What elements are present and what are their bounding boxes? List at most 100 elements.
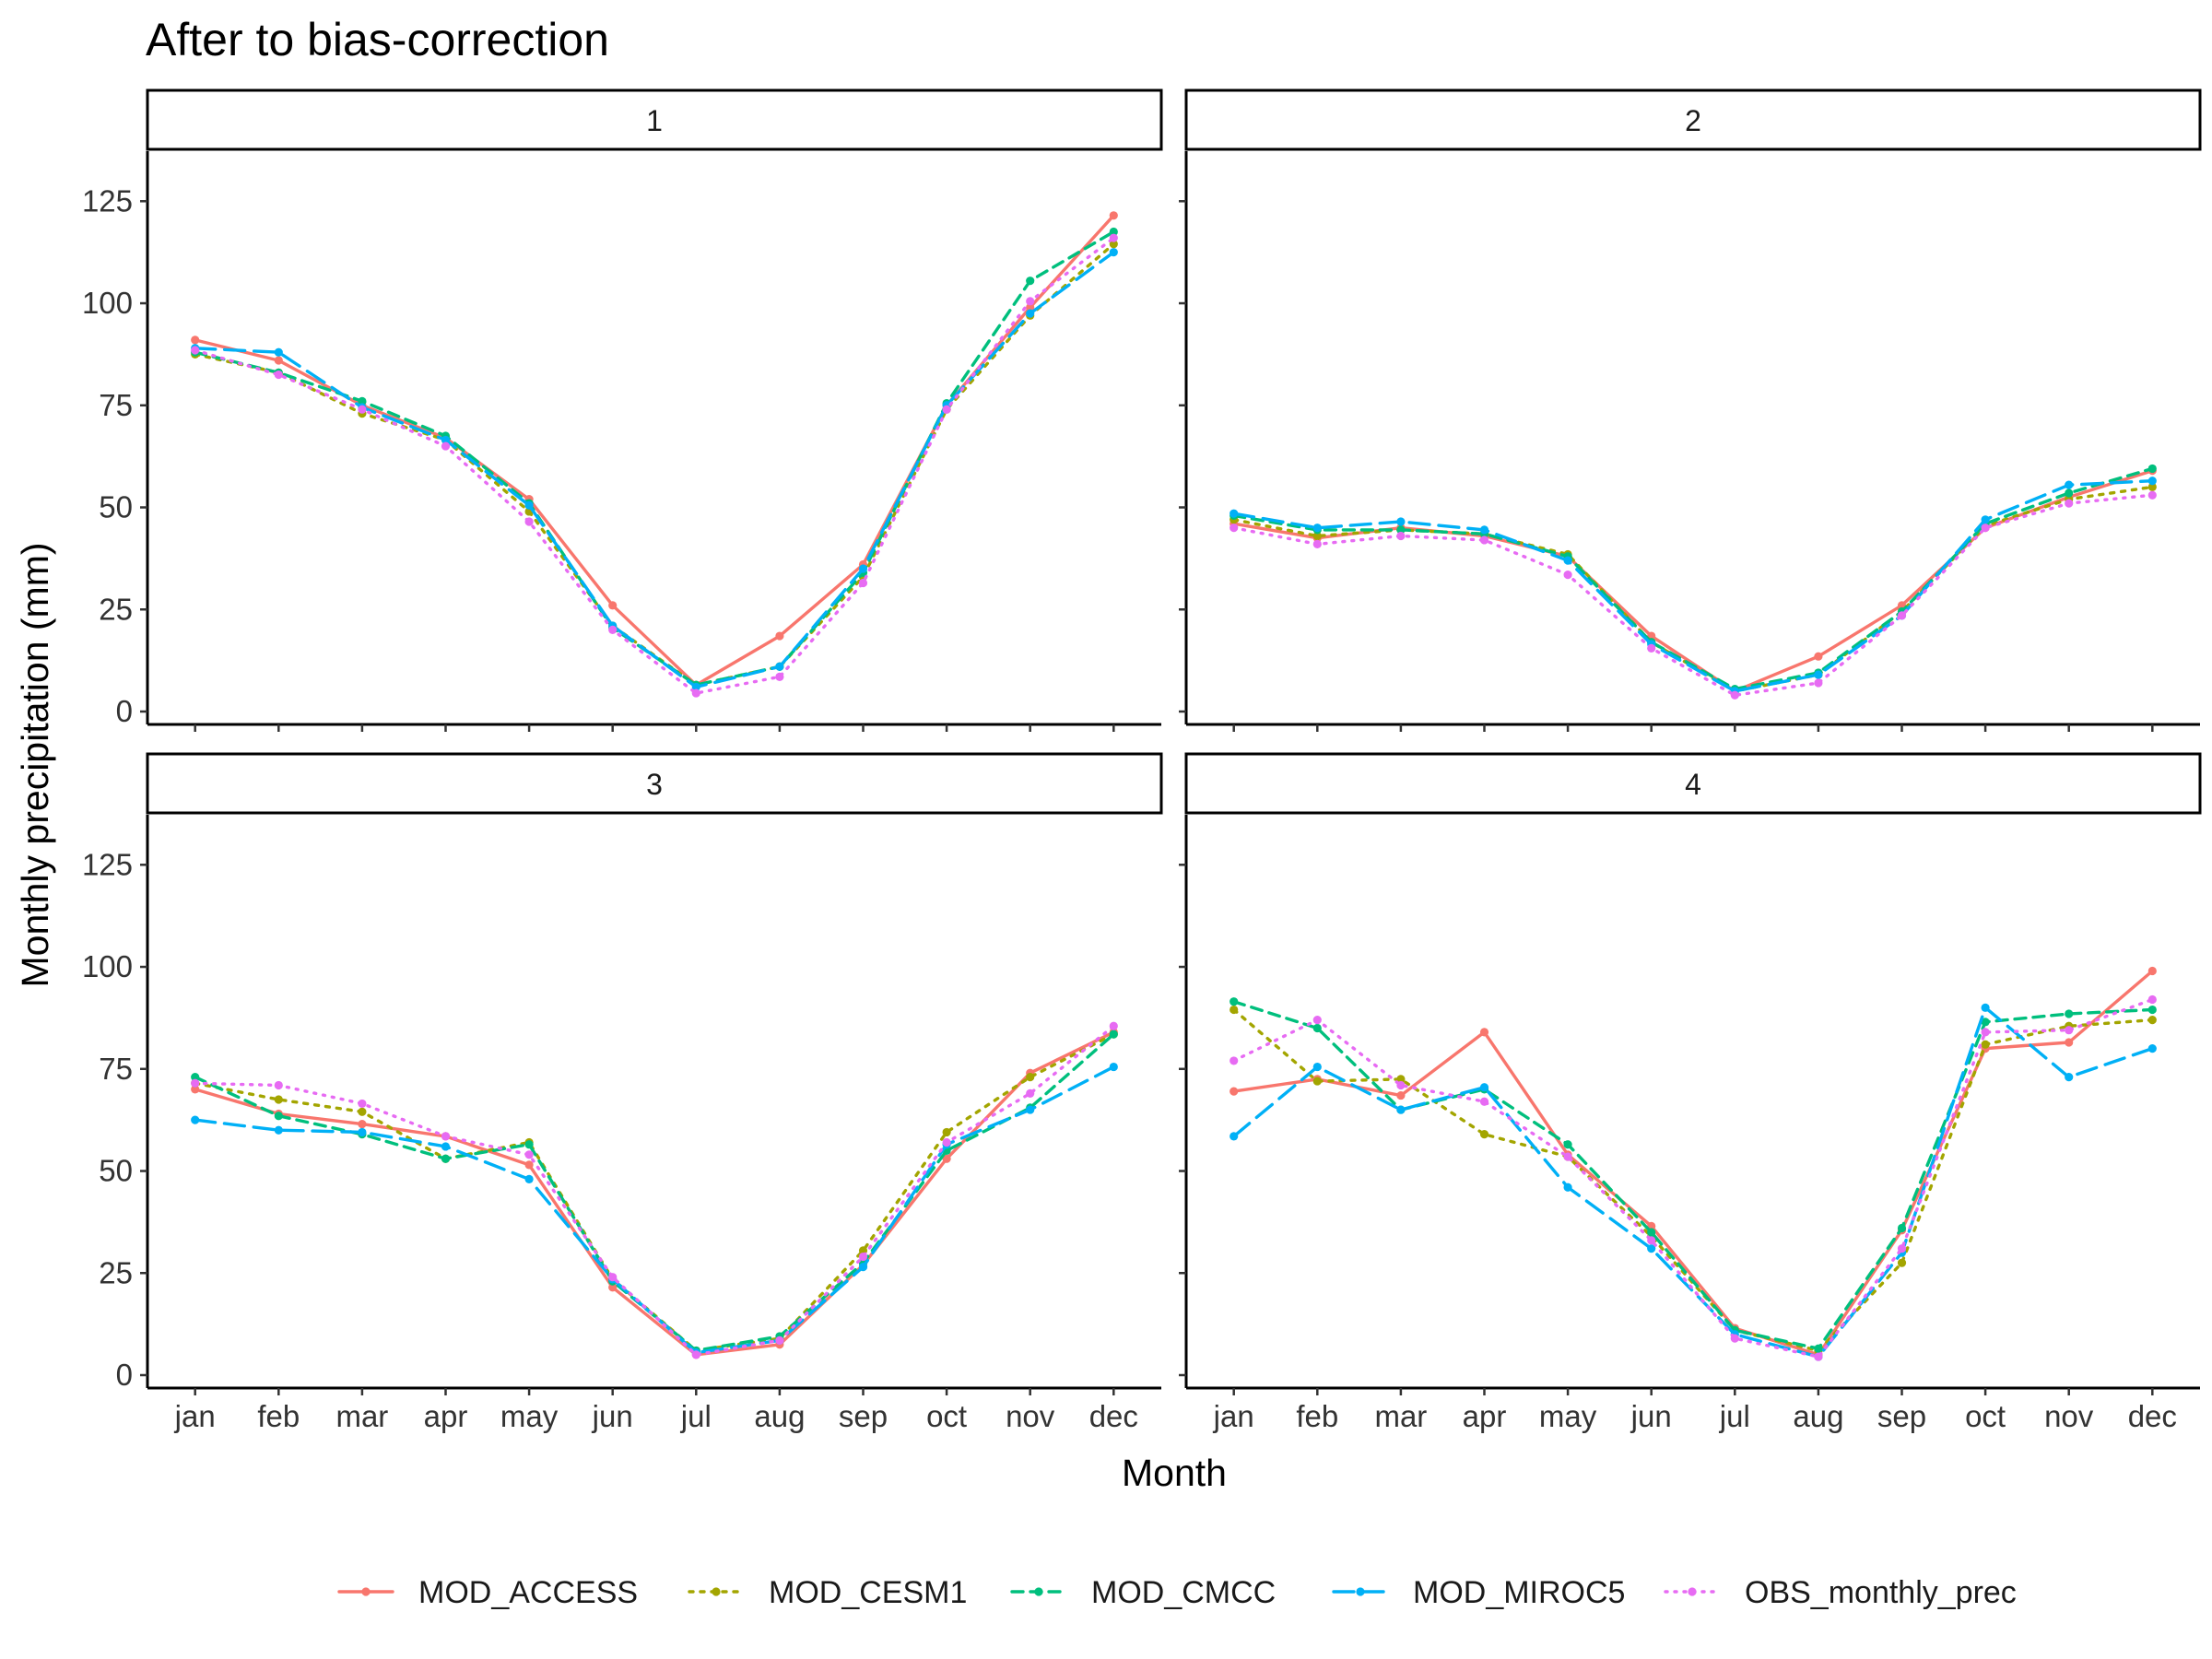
data-point-MOD_ACCESS [191, 335, 200, 345]
data-point-MOD_ACCESS [358, 1119, 367, 1129]
y-tick-label: 25 [99, 1255, 133, 1289]
data-point-MOD_CESM1 [1312, 531, 1322, 541]
data-point-OBS_monthly_prec [608, 1273, 618, 1282]
x-tick-label: mar [335, 1399, 388, 1433]
data-point-MOD_CESM1 [1230, 1005, 1239, 1015]
data-point-OBS_monthly_prec [1396, 1080, 1406, 1090]
data-point-MOD_MIROC5 [524, 500, 534, 510]
series-line-MOD_ACCESS [193, 214, 1116, 687]
data-point-OBS_monthly_prec [1479, 535, 1489, 545]
legend-entry-MOD_ACCESS: MOD_ACCESS [337, 1575, 638, 1610]
legend-label: MOD_ACCESS [418, 1575, 638, 1610]
legend-key-point [1688, 1587, 1697, 1596]
series-line-MOD_MIROC5 [193, 1065, 1116, 1355]
data-point-OBS_monthly_prec [858, 1252, 868, 1262]
legend-label: OBS_monthly_prec [1745, 1575, 2017, 1610]
data-point-MOD_MIROC5 [858, 564, 868, 573]
data-point-MOD_ACCESS [1396, 1090, 1406, 1100]
data-point-MOD_MIROC5 [1814, 670, 1823, 679]
data-point-MOD_MIROC5 [274, 347, 283, 357]
data-point-MOD_MIROC5 [1396, 1105, 1406, 1114]
data-point-MOD_CMCC [441, 1154, 451, 1163]
data-point-MOD_CMCC [1109, 1030, 1118, 1039]
x-tick-label: aug [754, 1399, 805, 1433]
data-point-MOD_ACCESS [1109, 211, 1118, 220]
series-line-MOD_CMCC [1231, 466, 2155, 691]
data-point-MOD_CESM1 [1897, 1258, 1907, 1267]
data-point-OBS_monthly_prec [1563, 571, 1572, 580]
y-tick-label: 0 [116, 694, 133, 728]
data-point-MOD_CMCC [1897, 1223, 1907, 1233]
data-point-MOD_MIROC5 [1396, 517, 1406, 526]
facet-strip [1184, 752, 2202, 815]
data-point-OBS_monthly_prec [1730, 690, 1739, 700]
data-point-OBS_monthly_prec [1981, 1028, 1990, 1037]
series-line-MOD_CMCC [193, 229, 1116, 687]
series-line-MOD_MIROC5 [1231, 1006, 2155, 1359]
data-point-OBS_monthly_prec [441, 441, 451, 451]
series-line-OBS_monthly_prec [193, 1024, 1116, 1357]
data-point-MOD_CESM1 [2147, 1016, 2157, 1025]
data-point-OBS_monthly_prec [358, 405, 367, 414]
series-line-MOD_CESM1 [1231, 1007, 2155, 1353]
data-point-MOD_MIROC5 [1312, 524, 1322, 533]
series-line-OBS_monthly_prec [1231, 493, 2155, 697]
data-point-MOD_MIROC5 [1230, 509, 1239, 518]
x-tick-label: feb [257, 1399, 300, 1433]
data-point-MOD_MIROC5 [441, 435, 451, 445]
data-point-MOD_ACCESS [191, 1085, 200, 1094]
data-point-OBS_monthly_prec [274, 1080, 283, 1090]
data-point-MOD_CMCC [274, 1112, 283, 1121]
data-point-MOD_MIROC5 [1563, 556, 1572, 565]
series-line-MOD_ACCESS [1231, 969, 2155, 1357]
y-tick-label: 75 [99, 388, 133, 422]
x-tick-label: oct [926, 1399, 967, 1433]
data-point-OBS_monthly_prec [191, 346, 200, 355]
data-point-MOD_CESM1 [1981, 1040, 1990, 1049]
y-tick-label: 100 [82, 286, 133, 320]
data-point-MOD_ACCESS [608, 601, 618, 610]
data-point-MOD_ACCESS [2065, 1038, 2074, 1047]
x-tick-label: oct [1965, 1399, 2006, 1433]
data-point-MOD_CMCC [1563, 1140, 1572, 1149]
x-tick-label: dec [2128, 1399, 2177, 1433]
data-point-MOD_CESM1 [1479, 1130, 1489, 1139]
data-point-MOD_MIROC5 [191, 1115, 200, 1124]
x-tick-label: jan [1213, 1399, 1254, 1433]
y-tick-label: 125 [82, 847, 133, 881]
data-point-MOD_MIROC5 [1312, 1062, 1322, 1072]
data-point-MOD_CMCC [524, 1140, 534, 1149]
series-line-MOD_CMCC [1231, 999, 2155, 1350]
data-point-OBS_monthly_prec [942, 405, 951, 414]
data-point-OBS_monthly_prec [1897, 611, 1907, 620]
data-point-MOD_CESM1 [1396, 1075, 1406, 1084]
data-point-MOD_MIROC5 [1026, 1105, 1035, 1114]
legend-entry-MOD_CESM1: MOD_CESM1 [688, 1575, 967, 1610]
data-point-MOD_MIROC5 [1981, 515, 1990, 524]
series-line-MOD_MIROC5 [193, 251, 1116, 689]
series-line-MOD_MIROC5 [1231, 479, 2155, 693]
data-point-OBS_monthly_prec [775, 1335, 784, 1345]
data-point-MOD_ACCESS [608, 1283, 618, 1292]
x-tick-label: feb [1296, 1399, 1338, 1433]
data-point-OBS_monthly_prec [1109, 1021, 1118, 1030]
data-point-MOD_CMCC [1396, 525, 1406, 535]
data-point-MOD_CMCC [1109, 227, 1118, 237]
facet-strip-label: 3 [646, 768, 663, 801]
data-point-MOD_MIROC5 [1026, 309, 1035, 318]
facet-panel-4: 4 jan feb mar apr may jun jul aug sep oct nov dec [1179, 752, 2202, 1433]
data-point-OBS_monthly_prec [775, 672, 784, 681]
x-tick-label: mar [1374, 1399, 1427, 1433]
y-tick-label: 75 [99, 1052, 133, 1086]
x-tick-label: jul [680, 1399, 712, 1433]
x-tick-label: nov [1006, 1399, 1055, 1433]
data-point-MOD_CMCC [1230, 997, 1239, 1006]
data-point-MOD_CESM1 [1312, 1077, 1322, 1086]
data-point-MOD_MIROC5 [691, 682, 700, 692]
data-point-MOD_MIROC5 [775, 662, 784, 671]
data-point-MOD_CMCC [2065, 1009, 2074, 1018]
facet-strip-label: 1 [646, 104, 663, 137]
data-point-MOD_CMCC [2065, 488, 2074, 498]
data-point-MOD_MIROC5 [441, 1142, 451, 1151]
data-point-MOD_MIROC5 [1479, 1083, 1489, 1092]
